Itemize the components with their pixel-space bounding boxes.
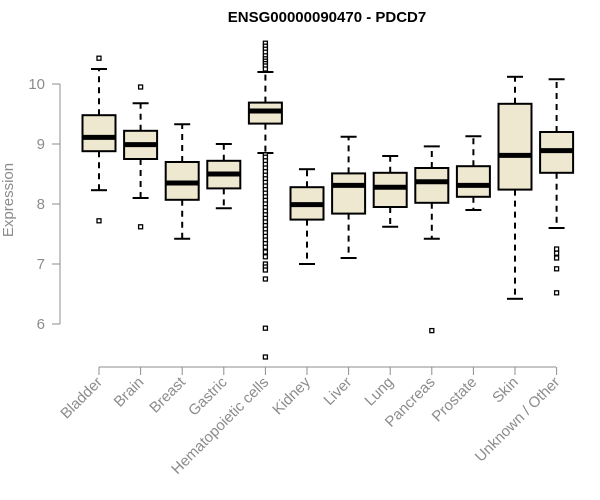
- outlier-point: [553, 290, 560, 296]
- x-tick-label: Lung: [361, 374, 397, 410]
- outlier-point: [553, 266, 560, 272]
- box-iqr: [414, 167, 450, 204]
- box-12: [539, 78, 575, 296]
- box-iqr: [455, 165, 491, 198]
- y-tick-label: 10: [28, 76, 45, 93]
- box-iqr: [81, 114, 117, 153]
- x-tick-label: Breast: [146, 373, 189, 416]
- x-tick-label: Kidney: [269, 373, 314, 418]
- outlier-point: [137, 224, 144, 230]
- outlier-point: [429, 327, 435, 334]
- box-3: [164, 123, 200, 240]
- box-1: [81, 55, 117, 224]
- outlier-point: [262, 66, 269, 72]
- box-8: [372, 155, 408, 228]
- y-axis-label: Expression: [0, 163, 17, 237]
- outlier-point: [262, 325, 269, 331]
- y-tick-label: 7: [37, 256, 45, 273]
- outlier-point: [137, 84, 144, 90]
- outlier-point: [96, 55, 102, 61]
- box-11: [497, 75, 533, 300]
- box-iqr: [331, 172, 367, 215]
- x-tick-label: Brain: [111, 374, 148, 411]
- box-2: [123, 84, 159, 230]
- box-iqr: [372, 171, 408, 209]
- outlier-point: [262, 354, 269, 360]
- box-iqr: [497, 102, 533, 191]
- x-tick-label: Skin: [489, 374, 522, 407]
- x-tick-label: Prostate: [429, 374, 481, 426]
- y-tick-label: 9: [37, 136, 45, 153]
- x-tick-label: Liver: [320, 374, 355, 409]
- outlier-point: [262, 249, 269, 255]
- outlier-point: [96, 218, 102, 224]
- boxes-layer: [81, 40, 575, 360]
- box-6: [289, 168, 325, 265]
- box-4: [206, 143, 242, 210]
- box-10: [455, 135, 491, 211]
- outlier-point: [262, 267, 269, 273]
- y-tick-label: 6: [37, 316, 45, 333]
- outlier-point: [553, 246, 560, 252]
- box-5: [247, 40, 283, 360]
- x-tick-label: Bladder: [57, 374, 106, 423]
- y-ticks: 6 7 8 9 10: [28, 76, 60, 333]
- box-9: [414, 145, 450, 334]
- outlier-point: [262, 276, 269, 282]
- outlier-point: [553, 250, 560, 256]
- box-7: [331, 135, 367, 259]
- outlier-point: [262, 244, 269, 250]
- chart-title: ENSG00000090470 - PDCD7: [228, 9, 426, 26]
- outlier-point: [553, 255, 560, 261]
- outlier-point: [262, 254, 269, 260]
- y-tick-label: 8: [37, 196, 45, 213]
